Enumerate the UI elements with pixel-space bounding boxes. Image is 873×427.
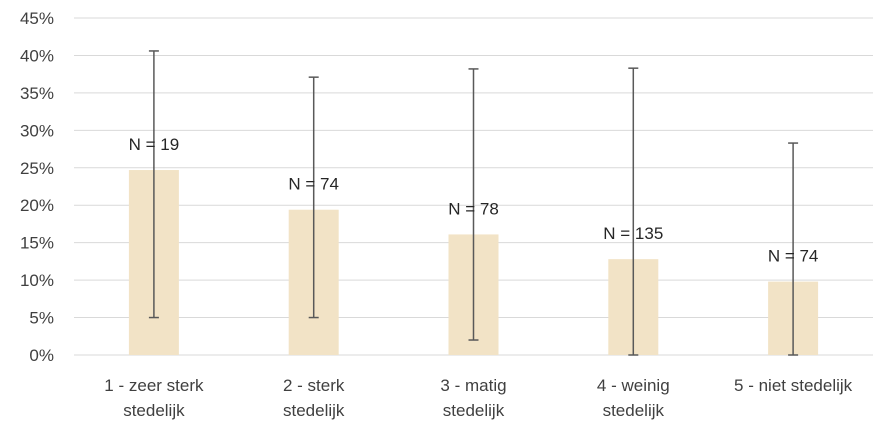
x-category-label: 3 - matig stedelijk	[440, 376, 506, 420]
x-category-label: 5 - niet stedelijk	[734, 376, 853, 395]
data-label: N = 135	[603, 224, 663, 243]
x-category-label-line: 4 - weinig	[597, 376, 670, 395]
x-category-label: 2 - sterk stedelijk	[283, 376, 345, 420]
x-category-label: 4 - weinig stedelijk	[597, 376, 670, 420]
y-tick-label: 35%	[20, 84, 54, 103]
x-category-label-line: 3 - matig	[440, 376, 506, 395]
error-bars	[148, 50, 799, 356]
y-tick-label: 20%	[20, 196, 54, 215]
y-tick-label: 15%	[20, 234, 54, 253]
y-tick-label: 0%	[29, 346, 54, 365]
x-category-label-line: stedelijk	[123, 401, 185, 420]
data-label: N = 74	[288, 175, 339, 194]
x-category-label-line: stedelijk	[443, 401, 505, 420]
data-label: N = 19	[129, 135, 180, 154]
y-tick-label: 45%	[20, 9, 54, 28]
x-axis-category-labels: 1 - zeer sterk stedelijk 2 - sterk stedelij…	[104, 376, 852, 420]
y-tick-label: 5%	[29, 309, 54, 328]
y-tick-label: 30%	[20, 121, 54, 140]
x-category-label-line: 5 - niet stedelijk	[734, 376, 853, 395]
x-category-label: 1 - zeer sterk stedelijk	[104, 376, 204, 420]
y-tick-label: 25%	[20, 159, 54, 178]
x-category-label-line: stedelijk	[603, 401, 665, 420]
data-label: N = 78	[448, 199, 499, 218]
y-tick-label: 40%	[20, 46, 54, 65]
x-category-label-line: 2 - sterk	[283, 376, 345, 395]
x-category-label-line: 1 - zeer sterk	[104, 376, 204, 395]
y-axis-tick-labels: 0% 5% 10% 15% 20% 25% 30% 35% 40% 45%	[20, 9, 54, 365]
data-labels: N = 19 N = 74 N = 78 N = 135 N = 74	[129, 135, 819, 266]
y-tick-label: 10%	[20, 271, 54, 290]
x-category-label-line: stedelijk	[283, 401, 345, 420]
data-label: N = 74	[768, 247, 819, 266]
